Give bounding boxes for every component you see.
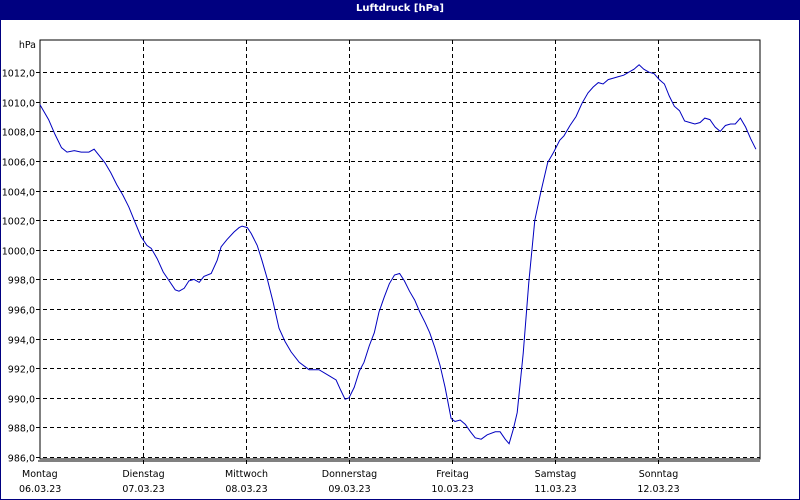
y-tick-label: 992,0 [8, 365, 35, 376]
x-tick-day-label: Donnerstag [322, 469, 377, 480]
y-axis-unit-label: hPa [19, 40, 36, 51]
x-tick-day-label: Montag [22, 469, 58, 480]
x-tick-day-label: Mittwoch [225, 469, 268, 480]
x-tick-day-label: Dienstag [122, 469, 164, 480]
y-tick-label: 1012,0 [2, 69, 35, 80]
x-tick-day-label: Sonntag [639, 469, 678, 480]
plot-area-frame [39, 39, 761, 460]
y-tick-label: 994,0 [8, 336, 35, 347]
y-tick-label: 990,0 [8, 395, 35, 406]
y-tick-label: 1010,0 [2, 99, 35, 110]
y-tick-label: 996,0 [8, 306, 35, 317]
x-tick-date-label: 09.03.23 [328, 484, 370, 495]
y-tick-label: 998,0 [8, 276, 35, 287]
y-tick-label: 1008,0 [2, 128, 35, 139]
x-tick-date-label: 11.03.23 [534, 484, 576, 495]
y-axis-ticks: 1012,0 1010,0 1008,0 1006,0 1004,0 1002,0 1000… [2, 69, 35, 465]
y-tick-label: 1002,0 [2, 217, 35, 228]
y-tick-label: 1000,0 [2, 247, 35, 258]
x-tick-day-label: Freitag [436, 469, 469, 480]
grid-lines [36, 40, 760, 464]
x-tick-date-label: 07.03.23 [122, 484, 164, 495]
x-tick-date-label: 06.03.23 [19, 484, 61, 495]
x-tick-date-label: 10.03.23 [431, 484, 473, 495]
y-tick-label: 1006,0 [2, 158, 35, 169]
pressure-line [39, 64, 757, 445]
x-axis-ticks: Montag 06.03.23 Dienstag 07.03.23 Mittwoch 08… [19, 469, 680, 495]
x-tick-day-label: Samstag [535, 469, 577, 480]
x-tick-date-label: 08.03.23 [225, 484, 267, 495]
y-tick-label: 986,0 [8, 454, 35, 465]
y-tick-label: 988,0 [8, 424, 35, 435]
y-tick-label: 1004,0 [2, 188, 35, 199]
x-tick-date-label: 12.03.23 [637, 484, 679, 495]
window-title: Luftdruck [hPa] [0, 0, 800, 20]
